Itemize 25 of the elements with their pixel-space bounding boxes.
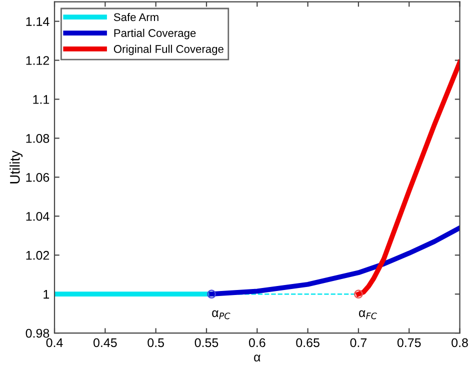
y-tick-label: 1.08 bbox=[26, 134, 50, 143]
annotation: α$_{PC}$ bbox=[212, 310, 230, 320]
legend-label: Original Full Coverage bbox=[114, 44, 224, 56]
x-tick-label: 0.7 bbox=[350, 338, 367, 348]
x-tick-label: 0.75 bbox=[397, 338, 421, 348]
x-tick-label: 0.4 bbox=[46, 338, 63, 348]
legend-label: Partial Coverage bbox=[114, 28, 196, 40]
legend-label: Safe Arm bbox=[114, 12, 158, 22]
y-tick-label: 1.04 bbox=[26, 212, 50, 221]
y-tick-label: 1.02 bbox=[26, 250, 50, 260]
y-tick-label: 1.06 bbox=[26, 172, 50, 182]
annotation: α$_{FC}$ bbox=[358, 310, 377, 320]
y-tick-label: 1.14 bbox=[26, 17, 50, 26]
x-tick-label: 0.65 bbox=[296, 338, 320, 348]
x-tick-label: 0.8 bbox=[452, 338, 468, 348]
y-tick-label: 0.98 bbox=[26, 328, 50, 338]
x-tick-label: 0.55 bbox=[194, 338, 218, 348]
y-tick-label: 1 bbox=[44, 290, 50, 299]
y-tick-label: 1.1 bbox=[33, 95, 50, 104]
x-axis-title: α bbox=[254, 354, 260, 362]
y-axis-title: Utility bbox=[10, 150, 23, 184]
x-tick-label: 0.45 bbox=[93, 338, 117, 348]
x-tick-label: 0.6 bbox=[248, 338, 266, 348]
y-tick-label: 1.12 bbox=[26, 56, 50, 65]
x-tick-label: 0.5 bbox=[148, 338, 164, 348]
